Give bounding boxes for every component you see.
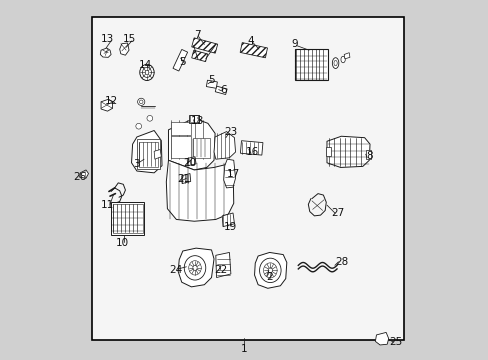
Ellipse shape <box>184 256 205 280</box>
Ellipse shape <box>145 70 148 75</box>
Circle shape <box>136 123 142 129</box>
Text: 5: 5 <box>179 57 186 67</box>
Bar <box>171 136 190 158</box>
Polygon shape <box>344 53 349 59</box>
Bar <box>92 17 403 339</box>
Ellipse shape <box>333 60 337 66</box>
Text: 23: 23 <box>224 127 237 136</box>
Polygon shape <box>100 48 111 57</box>
Bar <box>173 49 187 71</box>
Polygon shape <box>215 252 230 278</box>
Polygon shape <box>326 136 369 167</box>
Polygon shape <box>222 213 234 226</box>
Text: 18: 18 <box>190 116 203 126</box>
Text: 19: 19 <box>223 222 236 231</box>
Text: 16: 16 <box>245 147 259 157</box>
Text: 22: 22 <box>214 265 227 275</box>
Polygon shape <box>254 252 286 288</box>
Text: 7: 7 <box>193 30 200 40</box>
Polygon shape <box>375 332 388 345</box>
Polygon shape <box>187 157 196 166</box>
Polygon shape <box>80 170 88 178</box>
Text: 3: 3 <box>133 159 140 169</box>
Text: 8: 8 <box>366 150 372 161</box>
Bar <box>294 49 327 80</box>
Ellipse shape <box>142 67 151 77</box>
Text: 27: 27 <box>330 208 344 218</box>
Text: 14: 14 <box>139 60 152 70</box>
Text: 13: 13 <box>101 35 114 44</box>
Bar <box>112 204 142 233</box>
Bar <box>240 42 267 58</box>
Polygon shape <box>223 159 235 188</box>
Text: 10: 10 <box>116 238 129 248</box>
Bar <box>111 202 144 234</box>
Bar <box>215 86 226 95</box>
Text: 24: 24 <box>169 265 183 275</box>
Circle shape <box>139 100 142 104</box>
Text: 15: 15 <box>122 35 135 44</box>
Polygon shape <box>154 149 161 159</box>
Bar <box>240 141 263 155</box>
Text: 17: 17 <box>226 168 239 179</box>
Text: 20: 20 <box>183 158 196 168</box>
Bar <box>190 116 198 122</box>
Polygon shape <box>131 131 162 173</box>
Ellipse shape <box>140 64 154 81</box>
Bar <box>189 115 199 123</box>
Text: 5: 5 <box>208 75 214 85</box>
Text: 1: 1 <box>241 344 247 354</box>
Ellipse shape <box>332 58 338 68</box>
Bar <box>192 138 210 158</box>
Ellipse shape <box>192 265 197 270</box>
Text: 21: 21 <box>177 174 190 184</box>
Text: 26: 26 <box>73 172 86 182</box>
Circle shape <box>147 116 152 121</box>
Ellipse shape <box>340 56 345 63</box>
Text: 12: 12 <box>105 96 118 106</box>
Text: 28: 28 <box>335 257 348 267</box>
Bar <box>366 150 370 159</box>
Polygon shape <box>101 99 112 111</box>
Ellipse shape <box>267 268 272 273</box>
Bar <box>206 80 217 88</box>
Bar <box>191 38 217 53</box>
Polygon shape <box>182 174 190 184</box>
Ellipse shape <box>259 258 281 283</box>
Circle shape <box>137 98 144 105</box>
Text: 11: 11 <box>101 200 114 210</box>
Ellipse shape <box>263 263 277 278</box>
Polygon shape <box>178 248 214 287</box>
Bar <box>137 139 160 168</box>
Text: 4: 4 <box>247 36 254 46</box>
Polygon shape <box>166 160 233 221</box>
Text: 6: 6 <box>220 85 226 95</box>
Bar <box>325 147 330 156</box>
Ellipse shape <box>188 261 201 275</box>
Bar <box>139 141 158 167</box>
Text: 2: 2 <box>266 272 272 282</box>
Bar <box>171 122 190 135</box>
Polygon shape <box>214 132 235 159</box>
Text: 9: 9 <box>291 40 297 49</box>
Bar <box>191 50 207 62</box>
Polygon shape <box>120 43 129 55</box>
Text: 25: 25 <box>388 337 402 347</box>
Polygon shape <box>168 118 215 170</box>
